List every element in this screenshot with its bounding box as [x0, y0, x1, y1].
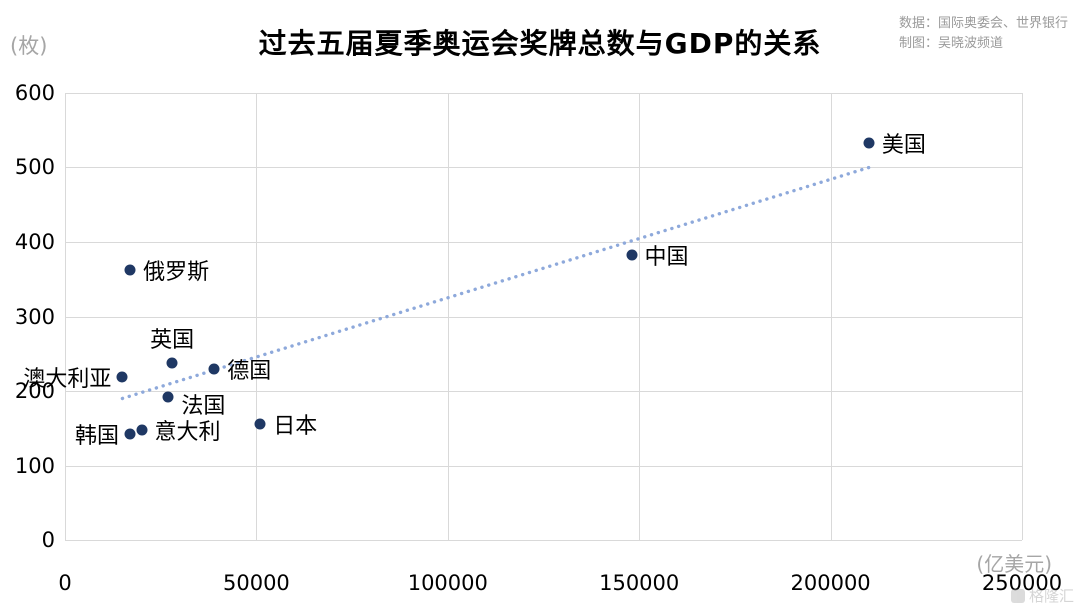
data-point-label: 中国: [644, 245, 689, 271]
data-point-label: 英国: [150, 327, 195, 353]
data-point-label: 日本: [273, 413, 318, 439]
data-source: 数据：国际奥委会、世界银行 制图：吴晓波频道: [899, 14, 1068, 54]
data-point-label: 法国: [181, 393, 226, 419]
x-tick-label: 150000: [599, 571, 680, 595]
data-point-label: 俄罗斯: [143, 260, 210, 286]
watermark-text: 格隆汇: [1028, 587, 1074, 605]
watermark: 格隆汇: [1010, 585, 1074, 606]
y-tick-label: 600: [14, 81, 55, 105]
source-line-1: 数据：国际奥委会、世界银行: [898, 16, 1068, 31]
y-tick-label: 100: [14, 453, 55, 478]
data-point-label: 韩国: [75, 424, 120, 450]
y-gridline: [65, 167, 1022, 169]
y-tick-label: 300: [14, 304, 55, 329]
data-point: [208, 363, 220, 375]
plot-area: 美国中国俄罗斯英国德国 澳大利亚法国日本 意大利 韩国: [23, 93, 1023, 541]
data-point-label: 德国: [227, 358, 272, 384]
gelonghui-logo-icon: [1010, 588, 1025, 603]
y-gridline: [65, 390, 1022, 392]
x-gridline: [1022, 93, 1023, 540]
x-tick-label: 250000: [981, 571, 1063, 595]
y-gridline: [65, 241, 1022, 243]
y-gridline: [65, 316, 1022, 318]
data-point: [136, 424, 148, 436]
y-tick-label: 400: [14, 229, 55, 254]
y-tick-label: 0: [41, 528, 55, 552]
data-point: [863, 137, 875, 149]
y-tick-label: 500: [14, 155, 55, 180]
data-point: [116, 371, 128, 383]
x-tick-label: 0: [58, 571, 72, 595]
data-point: [124, 428, 136, 440]
data-point: [162, 391, 174, 403]
data-point-label: 意大利: [154, 419, 221, 445]
trend-line-svg: [120, 165, 871, 401]
data-point: [166, 357, 178, 369]
data-point: [254, 418, 266, 430]
y-gridline: [65, 93, 1022, 94]
y-axis: 0 100 200 300 400 500 600: [0, 81, 55, 552]
data-point-label: 澳大利亚: [23, 366, 112, 392]
data-point-label: 美国: [881, 132, 926, 158]
y-gridline: [65, 540, 1022, 541]
data-point: [124, 264, 136, 276]
x-axis-unit: (亿美元): [976, 552, 1052, 576]
y-axis-unit: (枚): [10, 34, 48, 58]
y-tick-label: 200: [14, 378, 55, 403]
y-gridline: [65, 465, 1022, 467]
chart-title: 过去五届夏季奥运会奖牌总数与GDP的关系: [258, 27, 822, 60]
x-tick-label: 200000: [790, 571, 871, 595]
x-tick-label: 100000: [407, 571, 488, 595]
x-tick-label: 50000: [222, 571, 290, 595]
data-point: [626, 249, 638, 261]
source-line-2: 制图：吴晓波频道: [898, 36, 1003, 52]
x-axis: 0 50000 100000 150000 200000 250000: [58, 571, 1062, 597]
